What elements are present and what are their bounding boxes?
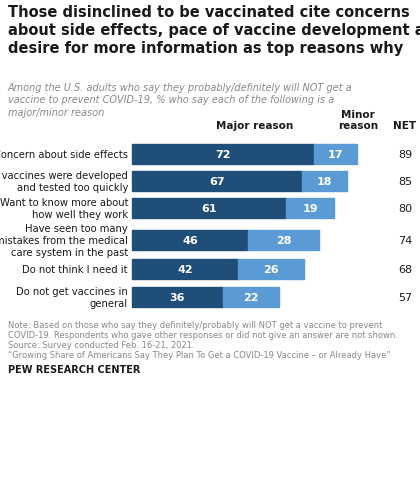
Bar [286,199,334,218]
Text: 80: 80 [398,204,412,214]
Bar [132,230,248,251]
Text: 26: 26 [263,264,279,275]
Text: 61: 61 [201,204,217,214]
Text: NET: NET [394,121,417,131]
Text: Want to know more about
how well they work: Want to know more about how well they wo… [0,198,128,219]
Text: Concern about side effects: Concern about side effects [0,150,128,160]
Text: 18: 18 [317,177,332,187]
Text: 36: 36 [170,292,185,302]
Bar [314,144,357,165]
Text: Do not think I need it: Do not think I need it [23,264,128,275]
Text: 28: 28 [276,236,291,245]
Bar [302,172,347,192]
Text: Source: Survey conducted Feb. 16-21, 2021.: Source: Survey conducted Feb. 16-21, 202… [8,340,194,349]
Text: Do not get vaccines in
general: Do not get vaccines in general [16,287,128,308]
Text: 72: 72 [215,150,231,160]
Text: 19: 19 [302,204,318,214]
Text: PEW RESEARCH CENTER: PEW RESEARCH CENTER [8,364,140,374]
Bar [223,288,279,307]
Text: 17: 17 [328,150,344,160]
Text: The vaccines were developed
and tested too quickly: The vaccines were developed and tested t… [0,171,128,192]
Text: 89: 89 [398,150,412,160]
Text: Note: Based on those who say they definitely/probably will NOT get a vaccine to : Note: Based on those who say they defini… [8,320,382,329]
Text: Major reason: Major reason [216,121,294,131]
Text: Those disinclined to be vaccinated cite concerns
about side effects, pace of vac: Those disinclined to be vaccinated cite … [8,5,420,56]
Text: 67: 67 [209,177,225,187]
Text: COVID-19. Respondents who gave other responses or did not give an answer are not: COVID-19. Respondents who gave other res… [8,330,398,339]
Text: 74: 74 [398,236,412,245]
Text: Among the U.S. adults who say they probably/definitely will NOT get a
vaccine to: Among the U.S. adults who say they proba… [8,83,353,118]
Text: 46: 46 [182,236,198,245]
Text: Have seen too many
mistakes from the medical
care system in the past: Have seen too many mistakes from the med… [0,224,128,257]
Bar [132,288,223,307]
Bar [132,172,302,192]
Bar [132,260,238,279]
Text: 68: 68 [398,264,412,275]
Text: 85: 85 [398,177,412,187]
Text: Minor
reason: Minor reason [338,110,378,131]
Text: “Growing Share of Americans Say They Plan To Get a COVID-19 Vaccine – or Already: “Growing Share of Americans Say They Pla… [8,350,391,359]
Bar [248,230,319,251]
Bar [132,144,314,165]
Text: 22: 22 [243,292,259,302]
Text: 42: 42 [177,264,193,275]
Text: 57: 57 [398,292,412,302]
Bar [132,199,286,218]
Bar [238,260,304,279]
